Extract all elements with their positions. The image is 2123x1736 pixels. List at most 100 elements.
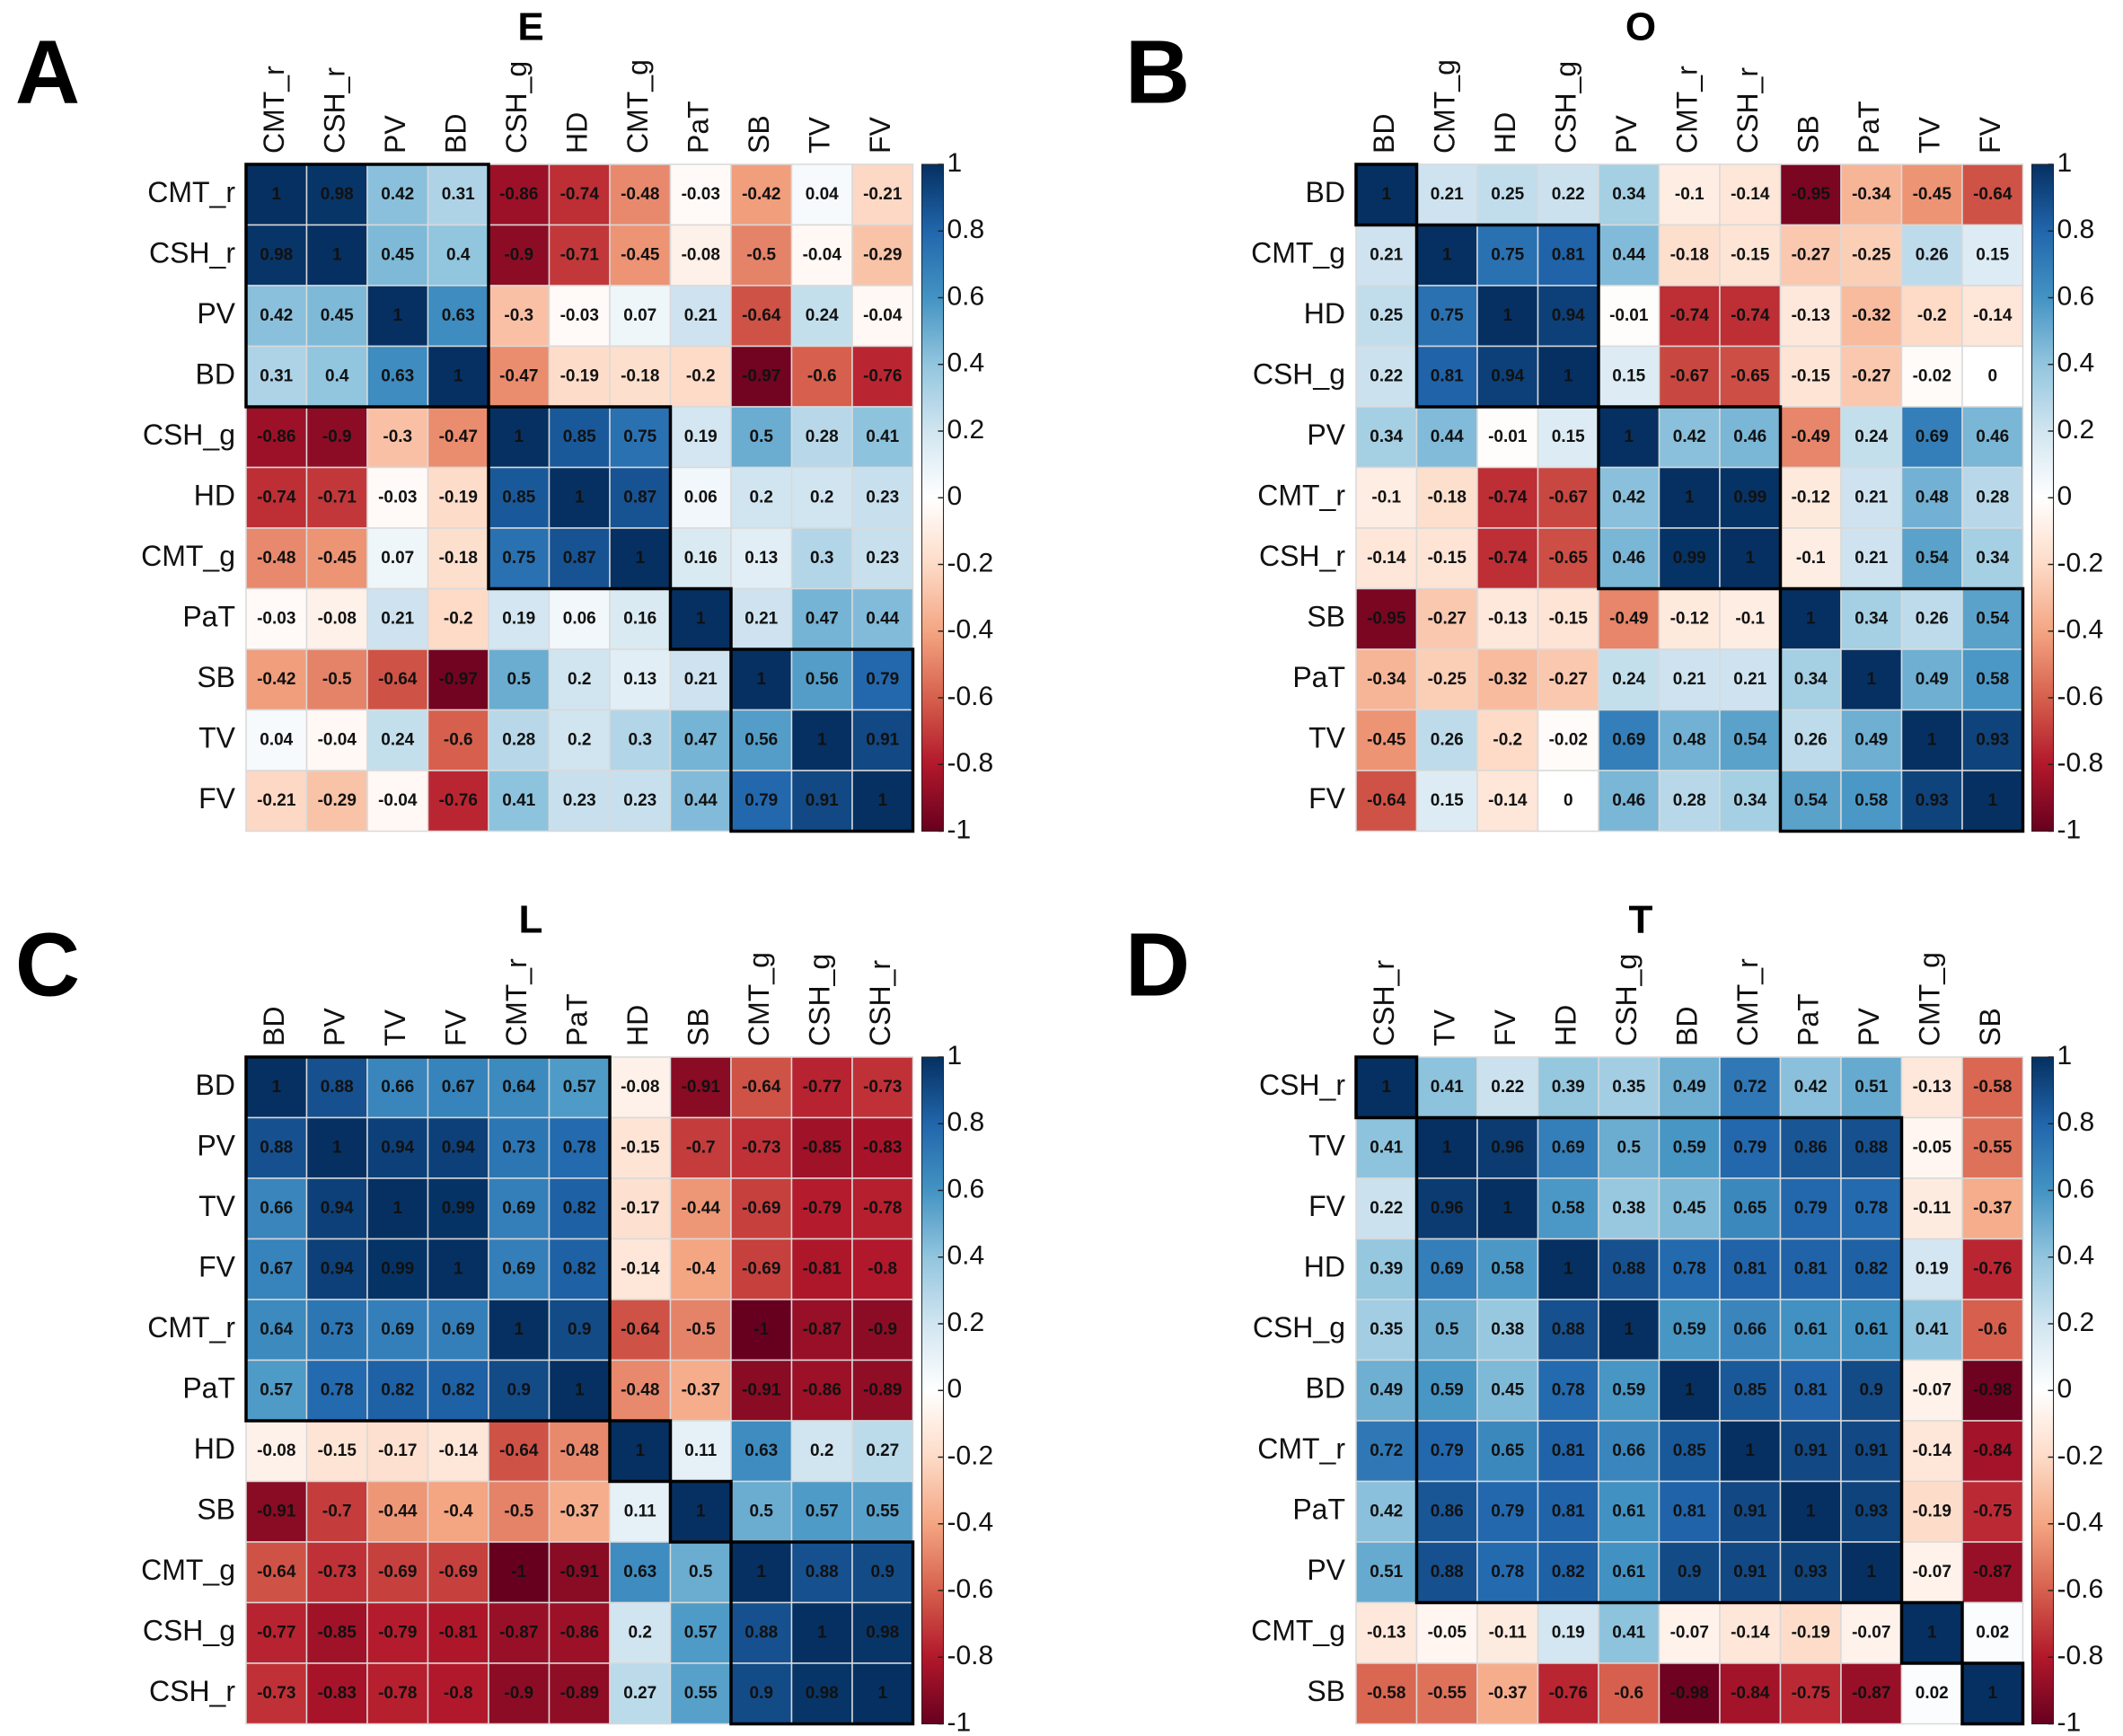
- cell-label: 0: [1564, 791, 1573, 810]
- colorbar-tick-label: -0.2: [947, 1441, 994, 1470]
- cell: [1415, 1177, 1478, 1240]
- cell-label: -0.1: [1735, 609, 1765, 628]
- cell-label: 0.67: [442, 1078, 475, 1097]
- cell-label: 0.78: [1491, 1563, 1524, 1582]
- cell-label: -0.08: [257, 1441, 295, 1460]
- cell: [305, 1541, 368, 1604]
- cell-label: 0.66: [1612, 1441, 1645, 1460]
- panel-title: L: [519, 898, 543, 942]
- cell-label: -0.5: [686, 1320, 716, 1339]
- row-label: CSH_g: [143, 1615, 235, 1647]
- colorbar-tick-label: 0.8: [947, 215, 985, 244]
- cluster-box: [729, 1540, 915, 1726]
- cell: [1658, 527, 1721, 590]
- cell: [1658, 1662, 1721, 1725]
- cluster-box: [608, 1419, 673, 1484]
- cell: [366, 406, 429, 469]
- cell: [790, 406, 853, 469]
- cell: [245, 709, 308, 771]
- colorbar-tick-label: -0.2: [947, 548, 994, 577]
- cell-label: 1: [1442, 1138, 1452, 1157]
- cell-label: 0.45: [381, 245, 414, 264]
- cell: [427, 406, 489, 469]
- row-label: PV: [197, 1130, 235, 1162]
- cell: [1840, 1420, 1903, 1483]
- cell: [851, 224, 914, 286]
- cell-label: 0.69: [442, 1320, 475, 1339]
- cell: [1961, 1299, 2024, 1361]
- cell-label: 0.94: [321, 1259, 354, 1278]
- cell: [1961, 648, 2024, 711]
- cell: [1961, 1056, 2024, 1119]
- row-label: SB: [197, 661, 235, 693]
- cell-label: 0.27: [623, 1684, 656, 1703]
- cell-label: 0.46: [1612, 549, 1645, 568]
- cell-label: 0.91: [1854, 1441, 1888, 1460]
- column-label: FV: [1974, 116, 2006, 154]
- cell: [790, 527, 853, 590]
- cell-label: 1: [696, 1502, 706, 1520]
- cell-label: 0.11: [624, 1502, 656, 1520]
- cell-label: -0.76: [1549, 1684, 1588, 1703]
- row-label: SB: [1307, 1675, 1345, 1707]
- cell-label: 0.86: [1794, 1138, 1828, 1157]
- column-label: CSH_g: [1550, 61, 1582, 154]
- cell-label: 0.41: [1431, 1078, 1464, 1097]
- column-label: FV: [1489, 1009, 1521, 1046]
- cell-label: 0.9: [1678, 1563, 1701, 1582]
- cell-label: 0.27: [866, 1441, 899, 1460]
- cell-label: -0.05: [1428, 1623, 1467, 1642]
- cell-label: 0.81: [1431, 366, 1464, 385]
- cell: [548, 285, 611, 348]
- cell-label: -0.85: [318, 1623, 357, 1642]
- cell-label: -0.15: [621, 1138, 660, 1157]
- cell-label: 0.2: [568, 670, 591, 689]
- row-label: BD: [1306, 1372, 1345, 1405]
- cell-label: -0.47: [499, 366, 538, 385]
- cell-label: -0.08: [318, 609, 357, 628]
- cell: [305, 1056, 368, 1119]
- cell-label: 0.4: [446, 245, 471, 264]
- cell-label: -0.64: [1973, 185, 2013, 204]
- cell-label: 0.94: [321, 1199, 354, 1218]
- cell-label: -0.5: [504, 1502, 533, 1520]
- cell: [1476, 1601, 1539, 1664]
- cell: [366, 527, 429, 590]
- cell-label: 0.41: [1370, 1138, 1403, 1157]
- colorbar-tick-label: -0.4: [2057, 1508, 2104, 1538]
- cell: [245, 466, 308, 529]
- cell-label: -0.13: [1367, 1623, 1405, 1642]
- colorbar-tick-label: 0: [947, 481, 963, 511]
- cell-label: 1: [271, 1078, 281, 1097]
- cell-label: -0.91: [257, 1502, 296, 1520]
- cell-label: -0.05: [1913, 1138, 1952, 1157]
- cell: [609, 1541, 672, 1604]
- cell: [1840, 709, 1903, 771]
- column-label: CMT_g: [621, 59, 654, 154]
- panel-title: E: [517, 5, 543, 49]
- cell: [609, 1662, 672, 1725]
- cell-label: 0.69: [381, 1320, 414, 1339]
- cell: [851, 345, 914, 408]
- cell-label: 0.24: [381, 730, 414, 749]
- cell: [427, 527, 489, 590]
- colorbar-tick-label: -0.8: [947, 1641, 994, 1670]
- row-label: PV: [1307, 419, 1345, 451]
- cell: [548, 406, 611, 469]
- cell-label: -0.2: [1493, 730, 1522, 749]
- cell: [548, 1177, 611, 1240]
- cell-label: -0.84: [1731, 1684, 1770, 1703]
- cell: [548, 345, 611, 408]
- cell-label: 0.23: [563, 791, 596, 810]
- cell-label: -0.98: [1670, 1684, 1709, 1703]
- cell: [245, 163, 308, 226]
- colorbar-tick-label: 0.2: [2057, 1308, 2095, 1337]
- cell: [245, 1601, 308, 1664]
- cell-label: 0.85: [502, 488, 535, 507]
- cell: [1840, 1116, 1903, 1179]
- cell-label: -0.45: [1913, 185, 1952, 204]
- cell-label: -0.04: [378, 791, 418, 810]
- cell: [427, 1116, 489, 1179]
- cell: [790, 163, 853, 226]
- cell: [1476, 587, 1539, 650]
